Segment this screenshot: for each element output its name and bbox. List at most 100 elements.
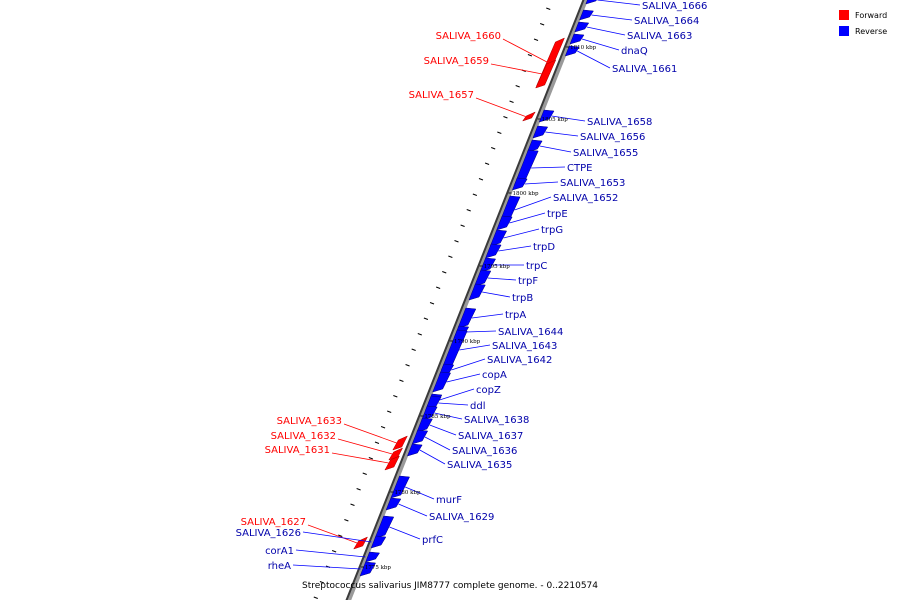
gene-saliva-1637[interactable]: SALIVA_1637 <box>416 417 523 442</box>
gene-cora1[interactable]: corA1 <box>265 546 380 563</box>
gene-box[interactable] <box>421 405 438 421</box>
gene-label: SALIVA_1642 <box>487 355 552 366</box>
gene-box[interactable] <box>579 9 594 21</box>
gene-box[interactable] <box>485 243 502 259</box>
gene-saliva-1644[interactable]: SALIVA_1644 <box>453 325 563 339</box>
gene-label: ddl <box>470 401 485 412</box>
gene-label: SALIVA_1666 <box>642 1 707 12</box>
gene-rhea[interactable]: rheA <box>268 561 377 577</box>
gene-box[interactable] <box>365 551 380 563</box>
gene-box[interactable] <box>574 21 590 33</box>
gene-box[interactable] <box>353 536 369 550</box>
gene-box[interactable] <box>496 215 513 231</box>
gene-leader <box>307 524 358 544</box>
gene-box[interactable] <box>359 561 377 577</box>
gene-box[interactable] <box>385 497 402 511</box>
gene-saliva-1629[interactable]: SALIVA_1629 <box>385 497 494 523</box>
gene-box[interactable] <box>411 429 429 445</box>
tick-mark <box>362 472 367 475</box>
gene-trpa[interactable]: trpA <box>457 307 526 329</box>
gene-label: trpF <box>518 276 538 287</box>
gene-leader <box>331 452 389 464</box>
gene-saliva-1632[interactable]: SALIVA_1632 <box>271 431 404 461</box>
gene-murf[interactable]: murF <box>390 475 462 506</box>
gene-label: SALIVA_1660 <box>436 31 501 42</box>
gene-box[interactable] <box>384 455 400 471</box>
gene-saliva-1661[interactable]: SALIVA_1661 <box>564 45 677 75</box>
gene-box[interactable] <box>457 307 477 329</box>
gene-trpg[interactable]: trpG <box>489 225 563 247</box>
gene-trpf[interactable]: trpF <box>474 269 539 287</box>
gene-copa[interactable]: copA <box>432 370 507 393</box>
gene-trpe[interactable]: trpE <box>496 209 568 231</box>
kbp-label: 1800 kbp <box>512 191 539 197</box>
kbp-label: 1810 kbp <box>570 45 597 51</box>
gene-box[interactable] <box>527 139 543 153</box>
gene-box[interactable] <box>479 257 496 273</box>
gene-dnaq[interactable]: dnaQ <box>569 33 648 57</box>
gene-saliva-1659[interactable]: SALIVA_1659 <box>424 56 557 89</box>
gene-box[interactable] <box>569 33 585 45</box>
gene-saliva-1633[interactable]: SALIVA_1633 <box>277 416 408 451</box>
tick-mark <box>417 333 422 336</box>
tick-mark <box>527 54 533 57</box>
gene-saliva-1655[interactable]: SALIVA_1655 <box>527 139 638 159</box>
gene-label: murF <box>436 495 462 506</box>
gene-saliva-1666[interactable]: SALIVA_1666 <box>585 0 708 12</box>
gene-saliva-1653[interactable]: SALIVA_1653 <box>512 177 625 191</box>
gene-saliva-1657[interactable]: SALIVA_1657 <box>409 90 536 122</box>
gene-box[interactable] <box>535 59 557 89</box>
gene-saliva-1664[interactable]: SALIVA_1664 <box>579 9 700 27</box>
gene-saliva-1635[interactable]: SALIVA_1635 <box>407 443 512 471</box>
tick-mark <box>356 488 361 491</box>
tick-mark <box>546 7 551 10</box>
gene-leader <box>577 50 611 69</box>
gene-box[interactable] <box>392 435 408 451</box>
gene-leader <box>337 438 393 455</box>
gene-saliva-1663[interactable]: SALIVA_1663 <box>574 21 693 42</box>
gene-box[interactable] <box>512 177 528 191</box>
gene-box[interactable] <box>564 45 580 57</box>
gene-label: SALIVA_1652 <box>553 193 618 204</box>
gene-box[interactable] <box>532 125 549 139</box>
gene-saliva-1631[interactable]: SALIVA_1631 <box>265 445 400 471</box>
gene-box[interactable] <box>432 371 451 393</box>
gene-saliva-1638[interactable]: SALIVA_1638 <box>421 405 530 426</box>
gene-box[interactable] <box>585 0 599 5</box>
gene-box[interactable] <box>474 269 492 287</box>
gene-trpc[interactable]: trpC <box>479 257 547 273</box>
gene-leader <box>524 181 559 185</box>
gene-leader <box>466 330 497 333</box>
gene-leader <box>487 277 517 281</box>
gene-box[interactable] <box>489 229 508 247</box>
gene-saliva-1658[interactable]: SALIVA_1658 <box>538 109 652 128</box>
gene-box[interactable] <box>388 447 404 461</box>
gene-box[interactable] <box>374 515 395 539</box>
gene-prfc[interactable]: prfC <box>374 515 443 546</box>
gene-box[interactable] <box>416 417 433 433</box>
gene-box[interactable] <box>370 535 387 549</box>
gene-saliva-1656[interactable]: SALIVA_1656 <box>532 125 645 143</box>
gene-trpb[interactable]: trpB <box>468 283 533 304</box>
gene-leader <box>597 0 641 6</box>
gene-leader <box>475 97 526 117</box>
gene-leader <box>434 412 463 420</box>
gene-box[interactable] <box>407 443 423 457</box>
gene-saliva-1626[interactable]: SALIVA_1626 <box>236 528 387 549</box>
gene-box[interactable] <box>538 109 555 123</box>
gene-leader <box>302 531 372 543</box>
gene-box[interactable] <box>522 111 536 122</box>
gene-leader <box>498 245 532 252</box>
gene-saliva-1636[interactable]: SALIVA_1636 <box>411 429 517 457</box>
kbp-label: 1775 kbp <box>365 565 392 571</box>
gene-label: trpE <box>547 209 568 220</box>
tick-mark <box>319 581 325 584</box>
gene-box[interactable] <box>390 475 410 499</box>
gene-saliva-1627[interactable]: SALIVA_1627 <box>241 517 369 550</box>
gene-trpd[interactable]: trpD <box>485 242 556 259</box>
gene-label: SALIVA_1627 <box>241 517 306 528</box>
gene-label: SALIVA_1643 <box>492 341 557 352</box>
gene-box[interactable] <box>468 283 486 301</box>
gene-leader <box>514 196 552 211</box>
tick-mark <box>399 379 404 382</box>
